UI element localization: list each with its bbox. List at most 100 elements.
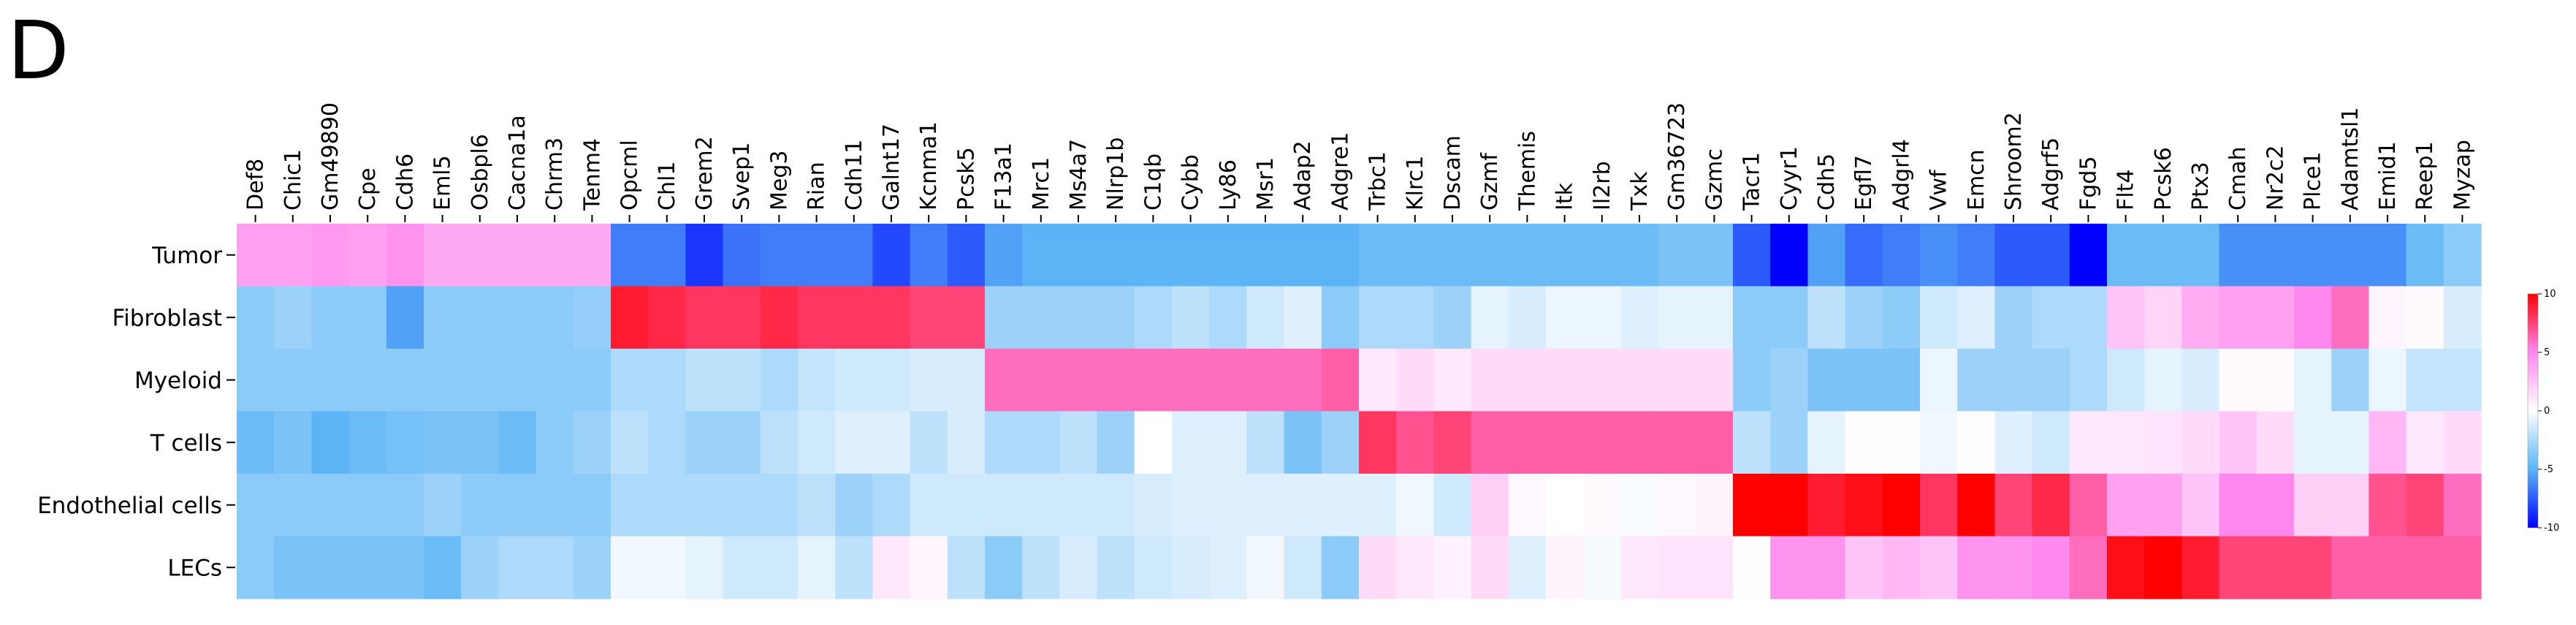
column-label: Emcn [1964, 149, 1989, 211]
heatmap-cell [760, 286, 799, 349]
column-label: Rian [804, 162, 830, 211]
heatmap-cell [611, 224, 649, 287]
heatmap-cell [611, 411, 649, 474]
heatmap-cell [424, 474, 462, 537]
heatmap-cell [760, 411, 799, 474]
heatmap-cell [1172, 411, 1210, 474]
heatmap-cell [2294, 536, 2332, 599]
heatmap-cell [1246, 349, 1285, 412]
heatmap-cell [2069, 224, 2108, 287]
heatmap-cell [1658, 349, 1696, 412]
heatmap-cell [237, 536, 275, 599]
heatmap-cell [1246, 474, 1285, 537]
heatmap-cell [2331, 224, 2369, 287]
heatmap-cell [274, 411, 312, 474]
heatmap-cell [2219, 536, 2257, 599]
heatmap-cell [1321, 411, 1360, 474]
heatmap-cell [2181, 224, 2220, 287]
heatmap-cell [611, 349, 649, 412]
heatmap-cell [1620, 224, 1659, 287]
heatmap-cell [1658, 536, 1696, 599]
heatmap-cell [1134, 224, 1173, 287]
column-label: C1qb [1140, 154, 1166, 211]
heatmap-cell [2256, 474, 2295, 537]
heatmap-cell [1807, 411, 1846, 474]
heatmap-cell [685, 536, 724, 599]
heatmap-cell [648, 411, 686, 474]
heatmap-cell [2369, 349, 2407, 412]
heatmap-cell [1620, 286, 1659, 349]
heatmap-cell [1546, 536, 1584, 599]
column-label: Klrc1 [1403, 156, 1428, 211]
heatmap-cell [2032, 536, 2070, 599]
heatmap-cell [798, 411, 836, 474]
heatmap-cell [1022, 224, 1060, 287]
heatmap-cell [348, 474, 387, 537]
heatmap-cell [723, 286, 761, 349]
heatmap-cell [1695, 349, 1734, 412]
heatmap-cell [1658, 286, 1696, 349]
heatmap-cell [2443, 224, 2482, 287]
heatmap-cell [1471, 411, 1509, 474]
heatmap-cell [1920, 411, 1958, 474]
heatmap-cell [648, 474, 686, 537]
heatmap-cell [1695, 411, 1734, 474]
column-label: Adamtsl1 [2338, 107, 2363, 211]
heatmap-cell [1396, 411, 1434, 474]
heatmap-cell [1433, 224, 1472, 287]
heatmap-cell [760, 536, 799, 599]
heatmap-cell [348, 349, 387, 412]
heatmap-cell [1957, 411, 1995, 474]
heatmap-cell [536, 349, 574, 412]
colorbar-gradient [2527, 293, 2539, 529]
heatmap-cell [2331, 536, 2369, 599]
heatmap-cell [760, 349, 799, 412]
row-label: Fibroblast [113, 305, 223, 331]
heatmap-cell [2032, 224, 2070, 287]
heatmap-cell [2369, 411, 2407, 474]
colorbar: 10 5 0 -5 -10 [2527, 289, 2559, 534]
heatmap-cell [573, 286, 611, 349]
heatmap-cell [1882, 286, 1921, 349]
heatmap-cell [947, 411, 986, 474]
heatmap-cell [1845, 474, 1883, 537]
heatmap-cell [1359, 349, 1397, 412]
heatmap-cell [1994, 224, 2033, 287]
heatmap-cell [2443, 411, 2482, 474]
column-label: Cdh5 [1814, 154, 1840, 211]
heatmap-cell [685, 474, 724, 537]
heatmap-cell [1546, 474, 1584, 537]
heatmap-cell [1957, 536, 1995, 599]
heatmap-cell [798, 286, 836, 349]
heatmap-cell [947, 349, 986, 412]
heatmap-cell [1097, 224, 1135, 287]
heatmap-cell [536, 536, 574, 599]
column-label: Itk [1552, 182, 1578, 211]
heatmap-cell [2181, 411, 2220, 474]
heatmap-cell [1994, 474, 2033, 537]
heatmap-cell [1695, 474, 1734, 537]
heatmap-cell [723, 349, 761, 412]
heatmap-cell [274, 474, 312, 537]
heatmap-cell [2443, 474, 2482, 537]
heatmap-cell [2107, 411, 2145, 474]
heatmap-cell [2144, 286, 2182, 349]
heatmap-cell [1508, 286, 1547, 349]
heatmap-cell [947, 536, 986, 599]
column-label: Svep1 [729, 143, 755, 211]
heatmap-cell [1172, 474, 1210, 537]
column-label: Chic1 [281, 149, 306, 211]
heatmap-cell [1957, 224, 1995, 287]
heatmap-cell [1284, 411, 1322, 474]
heatmap-cell [2181, 286, 2220, 349]
heatmap-cell [498, 349, 537, 412]
heatmap-cell [723, 224, 761, 287]
column-label: Adgrf5 [2038, 137, 2064, 211]
heatmap-cell [311, 536, 350, 599]
heatmap-cell [685, 411, 724, 474]
heatmap-cell [1845, 536, 1883, 599]
colorbar-tick-label: 10 [2544, 289, 2556, 300]
heatmap-cell [2069, 411, 2108, 474]
heatmap-cell [1882, 536, 1921, 599]
heatmap-cell [498, 474, 537, 537]
